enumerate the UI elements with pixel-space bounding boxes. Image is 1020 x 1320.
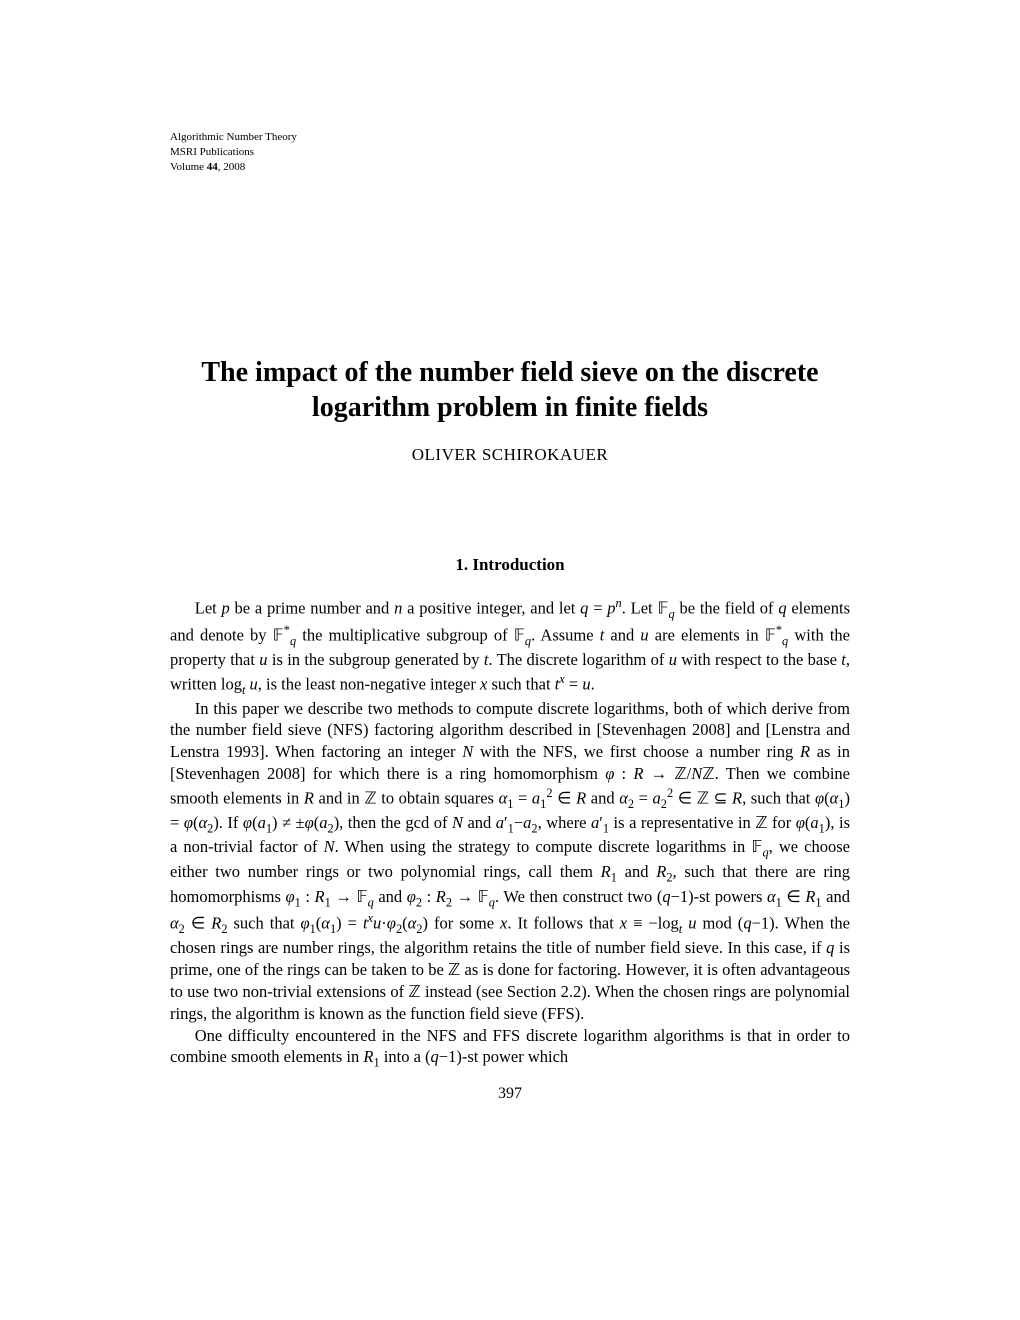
pub-volume: 44 <box>207 161 218 173</box>
publication-info: Algorithmic Number Theory MSRI Publicati… <box>170 130 850 175</box>
pub-line3-prefix: Volume <box>170 161 207 173</box>
author-name: OLIVER SCHIROKAUER <box>170 445 850 465</box>
paragraph-1: Let p be a prime number and n a positive… <box>170 595 850 698</box>
pub-line1: Algorithmic Number Theory <box>170 131 297 143</box>
page-number: 397 <box>170 1085 850 1103</box>
pub-line2: MSRI Publications <box>170 146 254 158</box>
pub-line3-suffix: , 2008 <box>218 161 246 173</box>
body-text: Let p be a prime number and n a positive… <box>170 595 850 1071</box>
paper-title: The impact of the number field sieve on … <box>170 355 850 425</box>
section-heading: 1. Introduction <box>170 555 850 575</box>
paragraph-2: In this paper we describe two methods to… <box>170 698 850 1025</box>
paragraph-3: One difficulty encountered in the NFS an… <box>170 1025 850 1071</box>
